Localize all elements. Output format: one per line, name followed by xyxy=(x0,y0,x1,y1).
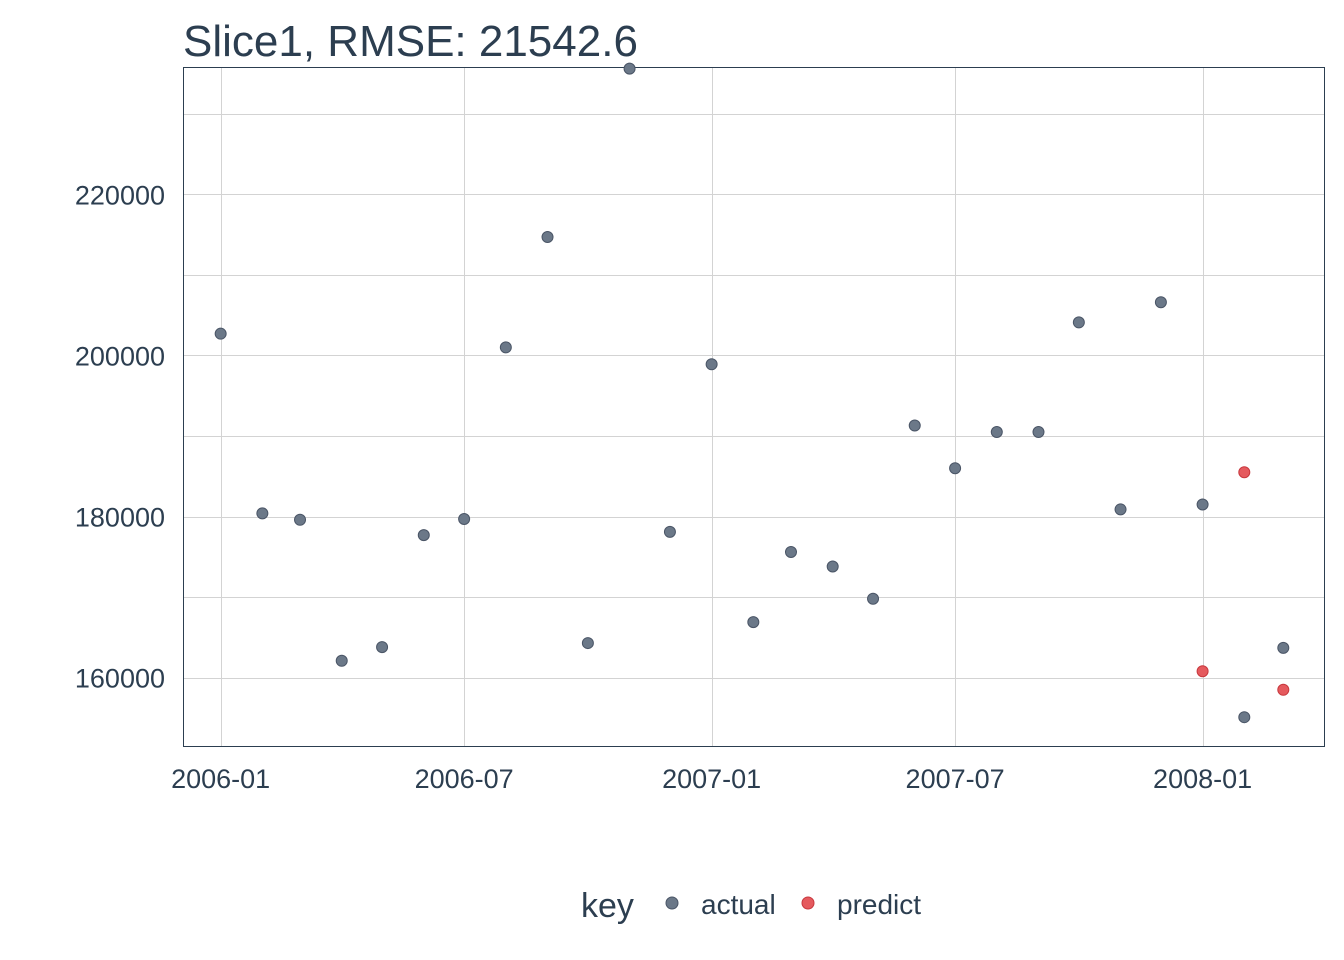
point-actual xyxy=(294,513,307,526)
point-actual xyxy=(499,341,512,354)
point-actual xyxy=(623,62,636,75)
legend-label-predict: predict xyxy=(837,889,921,920)
legend-title: key xyxy=(581,887,634,925)
x-tick-label: 2006-07 xyxy=(415,764,514,794)
x-tick-label: 2007-01 xyxy=(662,764,761,794)
point-predict xyxy=(1277,683,1290,696)
point-actual xyxy=(1277,641,1290,654)
point-actual xyxy=(214,327,227,340)
point-actual xyxy=(1196,498,1209,511)
point-actual xyxy=(1032,425,1045,438)
y-tick-label: 160000 xyxy=(75,664,165,694)
y-tick-label: 200000 xyxy=(75,341,165,371)
point-actual xyxy=(335,654,348,667)
point-actual xyxy=(1072,316,1085,329)
point-predict xyxy=(1238,466,1251,479)
point-actual xyxy=(826,560,839,573)
legend-key-predict xyxy=(801,896,815,910)
legend-key-actual xyxy=(665,896,679,910)
point-actual xyxy=(705,358,718,371)
x-tick-label: 2008-01 xyxy=(1153,764,1252,794)
y-tick-label: 220000 xyxy=(75,180,165,210)
point-actual xyxy=(990,425,1003,438)
x-tick-label: 2006-01 xyxy=(171,764,270,794)
chart-title: Slice1, RMSE: 21542.6 xyxy=(183,17,638,66)
point-actual xyxy=(458,512,471,525)
point-actual xyxy=(663,525,676,538)
plot-panel xyxy=(183,67,1325,747)
point-actual xyxy=(908,419,921,432)
point-actual xyxy=(784,546,797,559)
grid-lines xyxy=(183,67,1325,747)
data-points xyxy=(214,62,1290,724)
point-actual xyxy=(1114,503,1127,516)
x-tick-label: 2007-07 xyxy=(906,764,1005,794)
point-actual xyxy=(256,507,269,520)
point-actual xyxy=(417,529,430,542)
point-actual xyxy=(1238,711,1251,724)
point-predict xyxy=(1196,665,1209,678)
x-axis: 2006-01 2006-07 2007-01 2007-07 2008-01 xyxy=(171,764,1252,794)
legend-label-actual: actual xyxy=(701,889,776,920)
point-actual xyxy=(541,231,554,243)
y-tick-label: 180000 xyxy=(75,503,165,533)
point-actual xyxy=(1154,296,1167,309)
point-actual xyxy=(949,462,962,475)
point-actual xyxy=(747,616,760,629)
point-actual xyxy=(867,592,880,605)
legend: key actual predict xyxy=(581,887,921,925)
y-axis: 160000 180000 200000 220000 xyxy=(75,180,165,693)
point-actual xyxy=(376,641,389,654)
point-actual xyxy=(581,637,594,650)
